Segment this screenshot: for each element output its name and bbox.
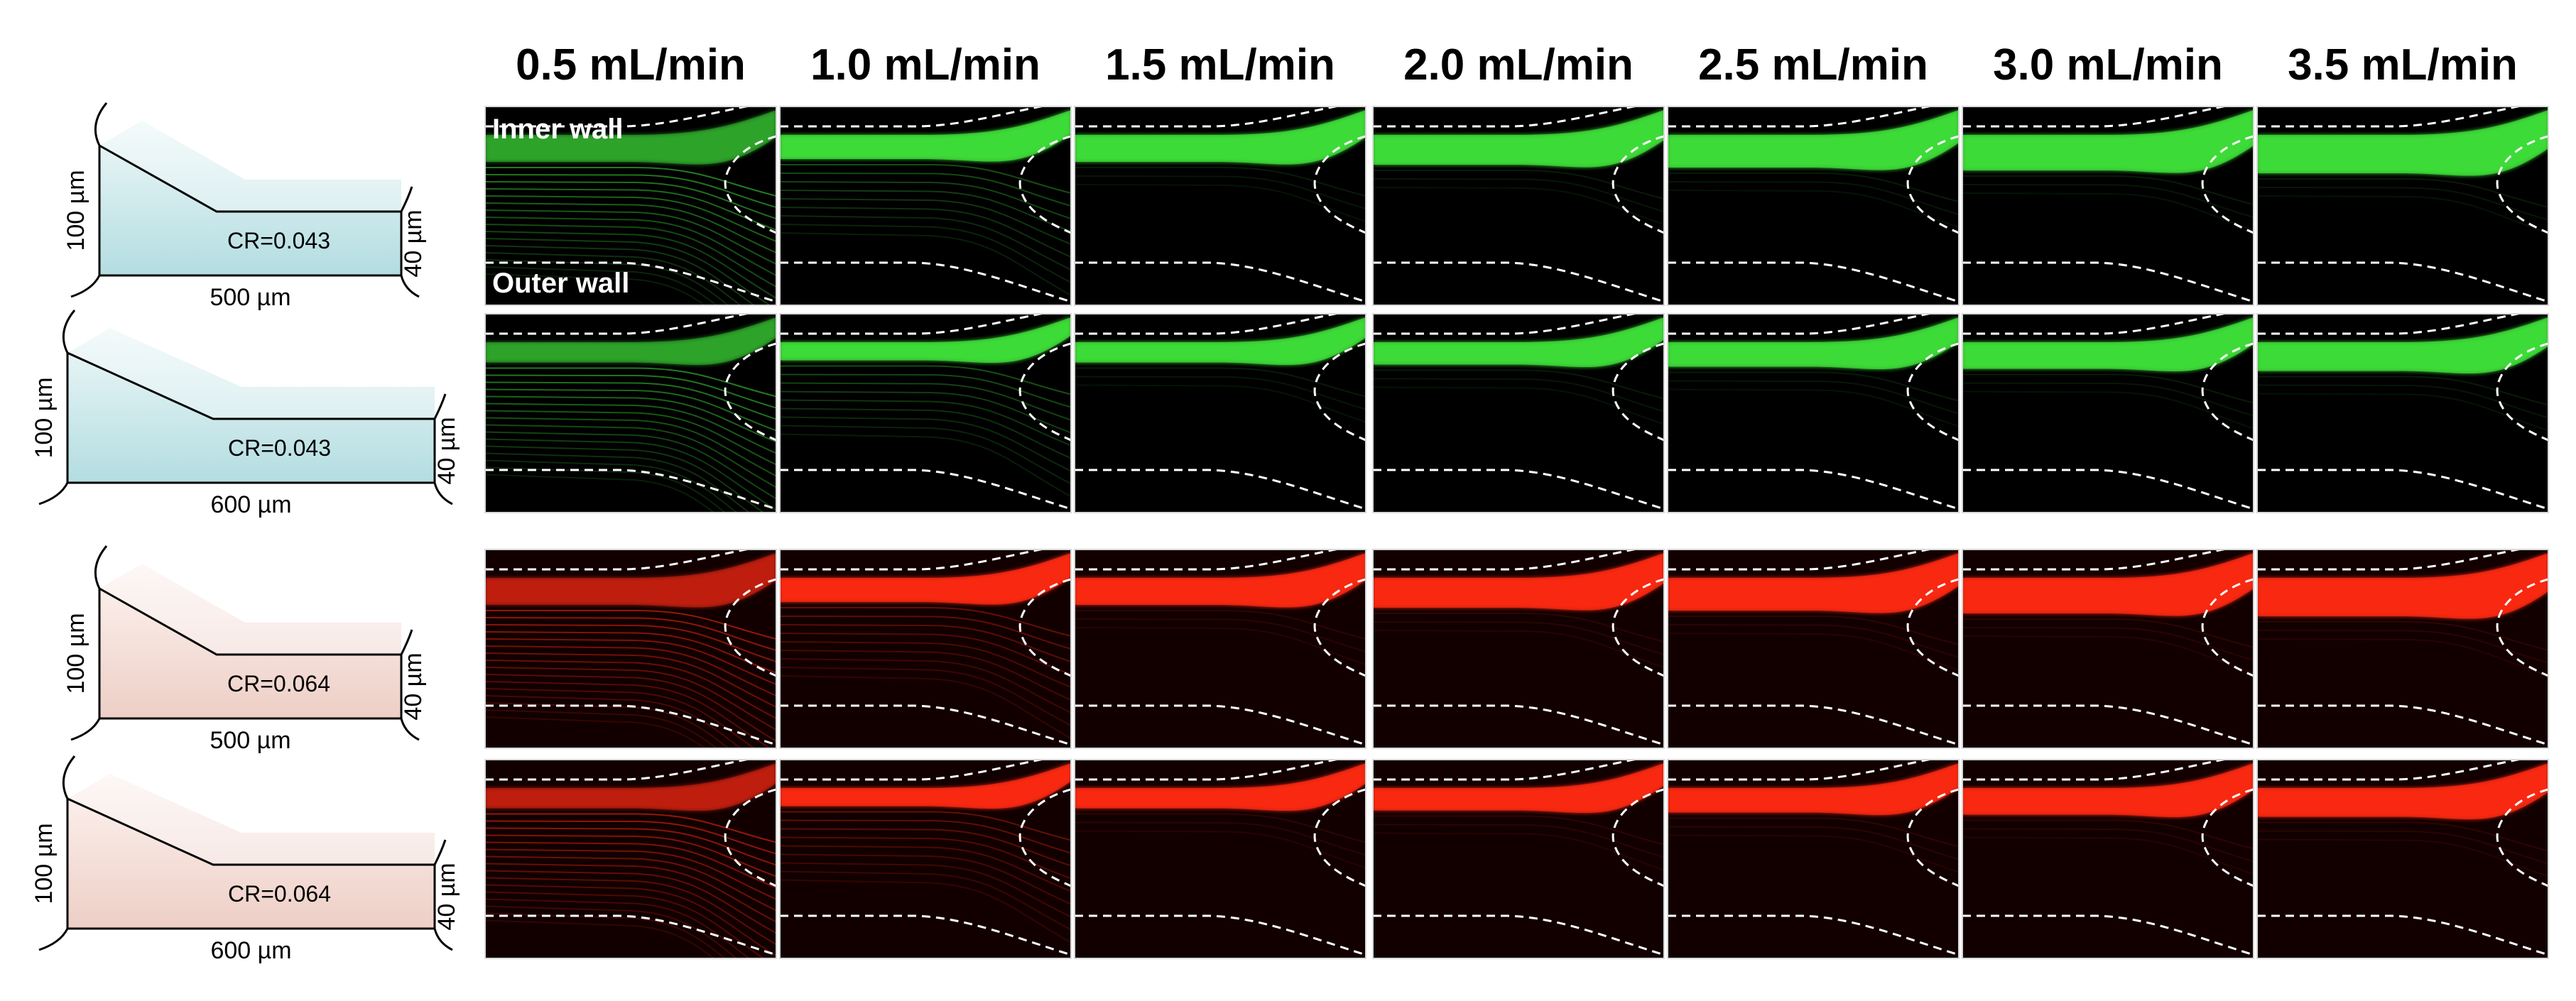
micrograph-panel xyxy=(779,759,1072,959)
micrograph-panel xyxy=(1074,313,1366,513)
width-label: 500 µm xyxy=(210,727,290,754)
width-label: 600 µm xyxy=(210,937,291,964)
micrograph-panel xyxy=(484,549,777,749)
height-right-label: 40 µm xyxy=(400,652,427,720)
micrograph-panel xyxy=(2256,106,2549,306)
micrograph-panel xyxy=(484,313,777,513)
micrograph-panel xyxy=(1667,106,1960,306)
micrograph-panel xyxy=(1074,759,1366,959)
micrograph-panel xyxy=(1962,549,2254,749)
height-left-label: 100 µm xyxy=(31,377,58,458)
micrograph-panel xyxy=(1667,313,1960,513)
micrograph-panel xyxy=(2256,313,2549,513)
micrograph-panel xyxy=(2256,549,2549,749)
width-label: 600 µm xyxy=(210,491,291,518)
micrograph-panel xyxy=(1372,313,1665,513)
cross-section-diagram: 100 µm 40 µm CR=0.043 600 µm xyxy=(31,310,460,518)
cross-section-diagram: 100 µm 40 µm CR=0.043 500 µm xyxy=(63,102,427,311)
curvature-ratio-label: CR=0.064 xyxy=(228,881,331,907)
micrograph-panel xyxy=(1962,759,2254,959)
flow-rate-header: 3.5 mL/min xyxy=(2288,40,2518,89)
micrograph-panel xyxy=(1962,313,2254,513)
micrograph-panel xyxy=(484,106,777,306)
flow-rate-header: 1.5 mL/min xyxy=(1105,40,1335,89)
micrograph-panel xyxy=(1372,759,1665,959)
flow-rate-header: 0.5 mL/min xyxy=(516,40,746,89)
micrograph-panel xyxy=(779,313,1072,513)
curvature-ratio-label: CR=0.064 xyxy=(227,671,330,696)
curvature-ratio-label: CR=0.043 xyxy=(227,228,330,253)
flow-rate-header: 1.0 mL/min xyxy=(810,40,1040,89)
flow-rate-header: 3.0 mL/min xyxy=(1993,40,2223,89)
micrograph-panel xyxy=(484,759,777,959)
micrograph-panel xyxy=(1962,106,2254,306)
micrograph-panel xyxy=(2256,759,2549,959)
micrograph-panel xyxy=(1667,549,1960,749)
width-label: 500 µm xyxy=(210,284,290,311)
outer-wall-label: Outer wall xyxy=(492,268,629,299)
height-left-label: 100 µm xyxy=(31,823,58,904)
height-right-label: 40 µm xyxy=(400,209,427,277)
micrograph-panel xyxy=(779,106,1072,306)
curvature-ratio-label: CR=0.043 xyxy=(228,435,331,461)
inner-wall-label: Inner wall xyxy=(492,114,624,145)
micrograph-panel xyxy=(1074,106,1366,306)
flow-rate-header: 2.5 mL/min xyxy=(1698,40,1928,89)
cross-section-diagram: 100 µm 40 µm CR=0.064 600 µm xyxy=(31,755,460,964)
micrograph-panel xyxy=(1372,549,1665,749)
micrograph-panel xyxy=(779,549,1072,749)
flow-rate-header: 2.0 mL/min xyxy=(1403,40,1634,89)
height-right-label: 40 µm xyxy=(433,863,460,930)
micrograph-panel xyxy=(1372,106,1665,306)
cross-section-diagram: 100 µm 40 µm CR=0.064 500 µm xyxy=(63,545,427,754)
height-left-label: 100 µm xyxy=(63,170,89,251)
height-right-label: 40 µm xyxy=(433,417,460,484)
height-left-label: 100 µm xyxy=(63,613,89,694)
micrograph-panel xyxy=(1074,549,1366,749)
micrograph-panel xyxy=(1667,759,1960,959)
